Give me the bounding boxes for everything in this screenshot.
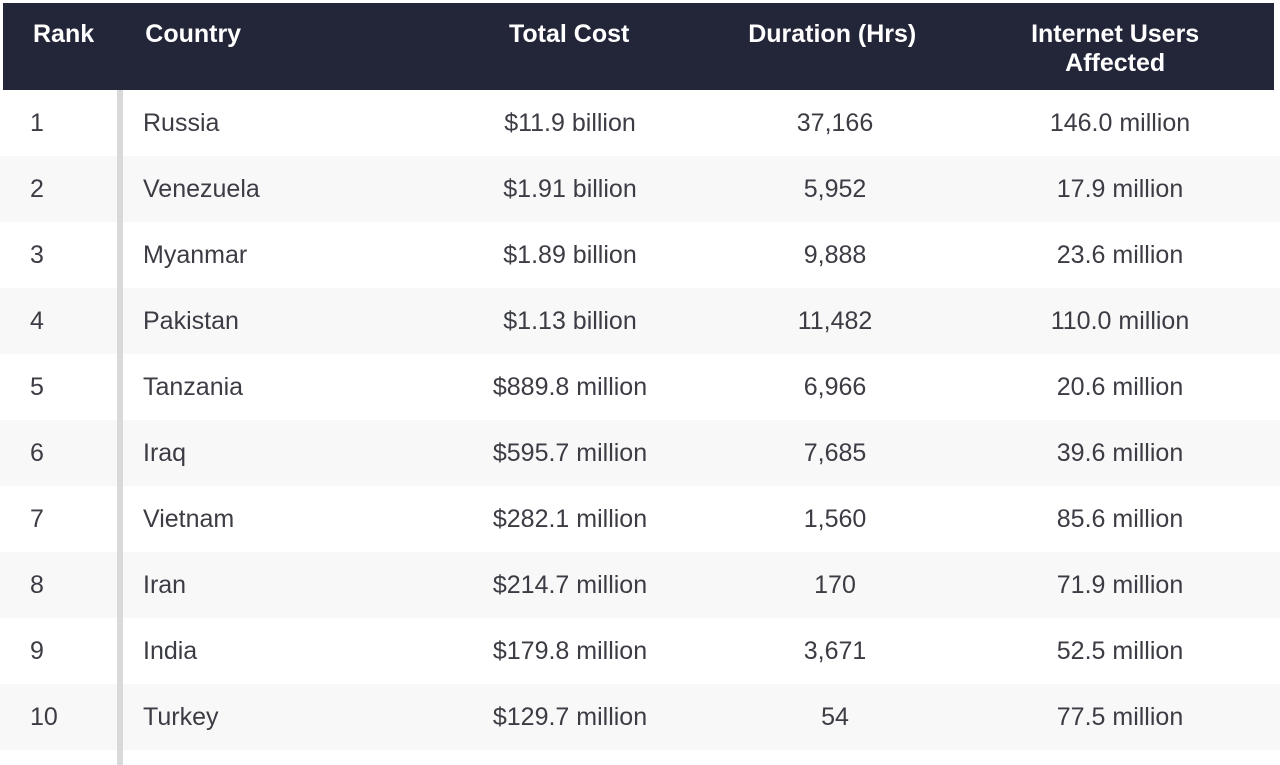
cell-country: India [143, 636, 198, 665]
cell-rank: 5 [30, 372, 44, 401]
cell-duration-hrs: 7,685 [803, 438, 867, 467]
table-row: 1 Russia $11.9 billion 37,166 146.0 mill… [0, 90, 1280, 156]
cell-total-cost: $214.7 million [492, 570, 648, 599]
cell-total-cost: $1.13 billion [503, 306, 637, 335]
cell-internet-users-affected: 110.0 million [1050, 306, 1190, 335]
cell-rank: 6 [30, 438, 44, 467]
cell-country: Vietnam [143, 504, 235, 533]
cell-internet-users-affected: 39.6 million [1056, 438, 1184, 467]
table-row: 3 Myanmar $1.89 billion 9,888 23.6 milli… [0, 222, 1280, 288]
cell-duration-hrs: 37,166 [796, 108, 874, 137]
header-cell-internet-users-affected: Internet Users Affected [956, 3, 1274, 90]
rank-column-divider [117, 90, 123, 765]
cell-duration-hrs: 11,482 [797, 306, 873, 335]
cell-total-cost: $282.1 million [492, 504, 648, 533]
table-row: 9 India $179.8 million 3,671 52.5 millio… [0, 618, 1280, 684]
header-cell-total-cost: Total Cost [508, 20, 630, 48]
cell-rank: 10 [30, 702, 58, 731]
cell-internet-users-affected: 23.6 million [1056, 240, 1184, 269]
cell-rank: 9 [30, 636, 44, 665]
cell-duration-hrs: 5,952 [803, 174, 867, 203]
table-body: 1 Russia $11.9 billion 37,166 146.0 mill… [0, 90, 1280, 750]
table-header: Rank Country Total Cost Duration (Hrs) I… [3, 3, 1274, 90]
cell-total-cost: $11.9 billion [504, 108, 636, 137]
cell-internet-users-affected: 17.9 million [1056, 174, 1184, 203]
cell-country: Russia [143, 108, 220, 137]
cell-total-cost: $889.8 million [492, 372, 648, 401]
cell-internet-users-affected: 71.9 million [1056, 570, 1184, 599]
cell-duration-hrs: 9,888 [803, 240, 867, 269]
cell-duration-hrs: 170 [814, 570, 856, 599]
cell-rank: 8 [30, 570, 44, 599]
header-cell-duration: Duration (Hrs) [748, 20, 917, 48]
header-cell-rank: Rank [33, 20, 95, 48]
cell-rank: 2 [30, 174, 44, 203]
cell-rank: 4 [30, 306, 44, 335]
table-row: 4 Pakistan $1.13 billion 11,482 110.0 mi… [0, 288, 1280, 354]
cell-country: Iran [143, 570, 187, 599]
cell-duration-hrs: 54 [821, 702, 849, 731]
table-row: 10 Turkey $129.7 million 54 77.5 million [0, 684, 1280, 750]
cell-duration-hrs: 6,966 [803, 372, 867, 401]
cell-internet-users-affected: 20.6 million [1056, 372, 1184, 401]
cell-internet-users-affected: 52.5 million [1056, 636, 1184, 665]
cell-internet-users-affected: 146.0 million [1049, 108, 1191, 137]
cell-country: Iraq [143, 438, 187, 467]
cell-country: Myanmar [143, 240, 248, 269]
cell-country: Tanzania [143, 372, 244, 401]
cell-duration-hrs: 1,560 [803, 504, 867, 533]
cell-rank: 3 [30, 240, 44, 269]
cell-country: Turkey [143, 702, 219, 731]
table-row: 5 Tanzania $889.8 million 6,966 20.6 mil… [0, 354, 1280, 420]
header-cell-internet-users-affected-label: Internet Users Affected [1031, 20, 1200, 77]
cell-total-cost: $1.91 billion [503, 174, 637, 203]
cell-country: Venezuela [143, 174, 260, 203]
header-cell-country: Country [145, 20, 242, 48]
table-row: 8 Iran $214.7 million 170 71.9 million [0, 552, 1280, 618]
cell-total-cost: $1.89 billion [503, 240, 637, 269]
cell-internet-users-affected: 85.6 million [1056, 504, 1184, 533]
table-row: 2 Venezuela $1.91 billion 5,952 17.9 mil… [0, 156, 1280, 222]
cell-duration-hrs: 3,671 [803, 636, 867, 665]
table-row: 6 Iraq $595.7 million 7,685 39.6 million [0, 420, 1280, 486]
cell-total-cost: $129.7 million [492, 702, 648, 731]
table-row: 7 Vietnam $282.1 million 1,560 85.6 mill… [0, 486, 1280, 552]
cell-rank: 7 [30, 504, 44, 533]
cell-country: Pakistan [143, 306, 239, 335]
cell-rank: 1 [30, 108, 44, 137]
cell-internet-users-affected: 77.5 million [1056, 702, 1184, 731]
cell-total-cost: $595.7 million [492, 438, 648, 467]
cell-total-cost: $179.8 million [492, 636, 648, 665]
